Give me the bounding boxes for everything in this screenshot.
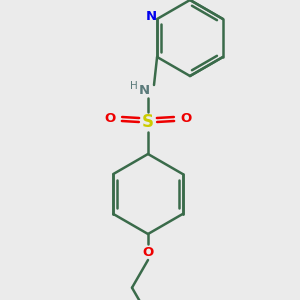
Text: N: N (138, 83, 150, 97)
Text: S: S (142, 113, 154, 131)
Text: H: H (130, 81, 138, 91)
Text: O: O (104, 112, 116, 125)
Text: O: O (180, 112, 192, 125)
Text: O: O (142, 245, 154, 259)
Text: N: N (146, 11, 157, 23)
